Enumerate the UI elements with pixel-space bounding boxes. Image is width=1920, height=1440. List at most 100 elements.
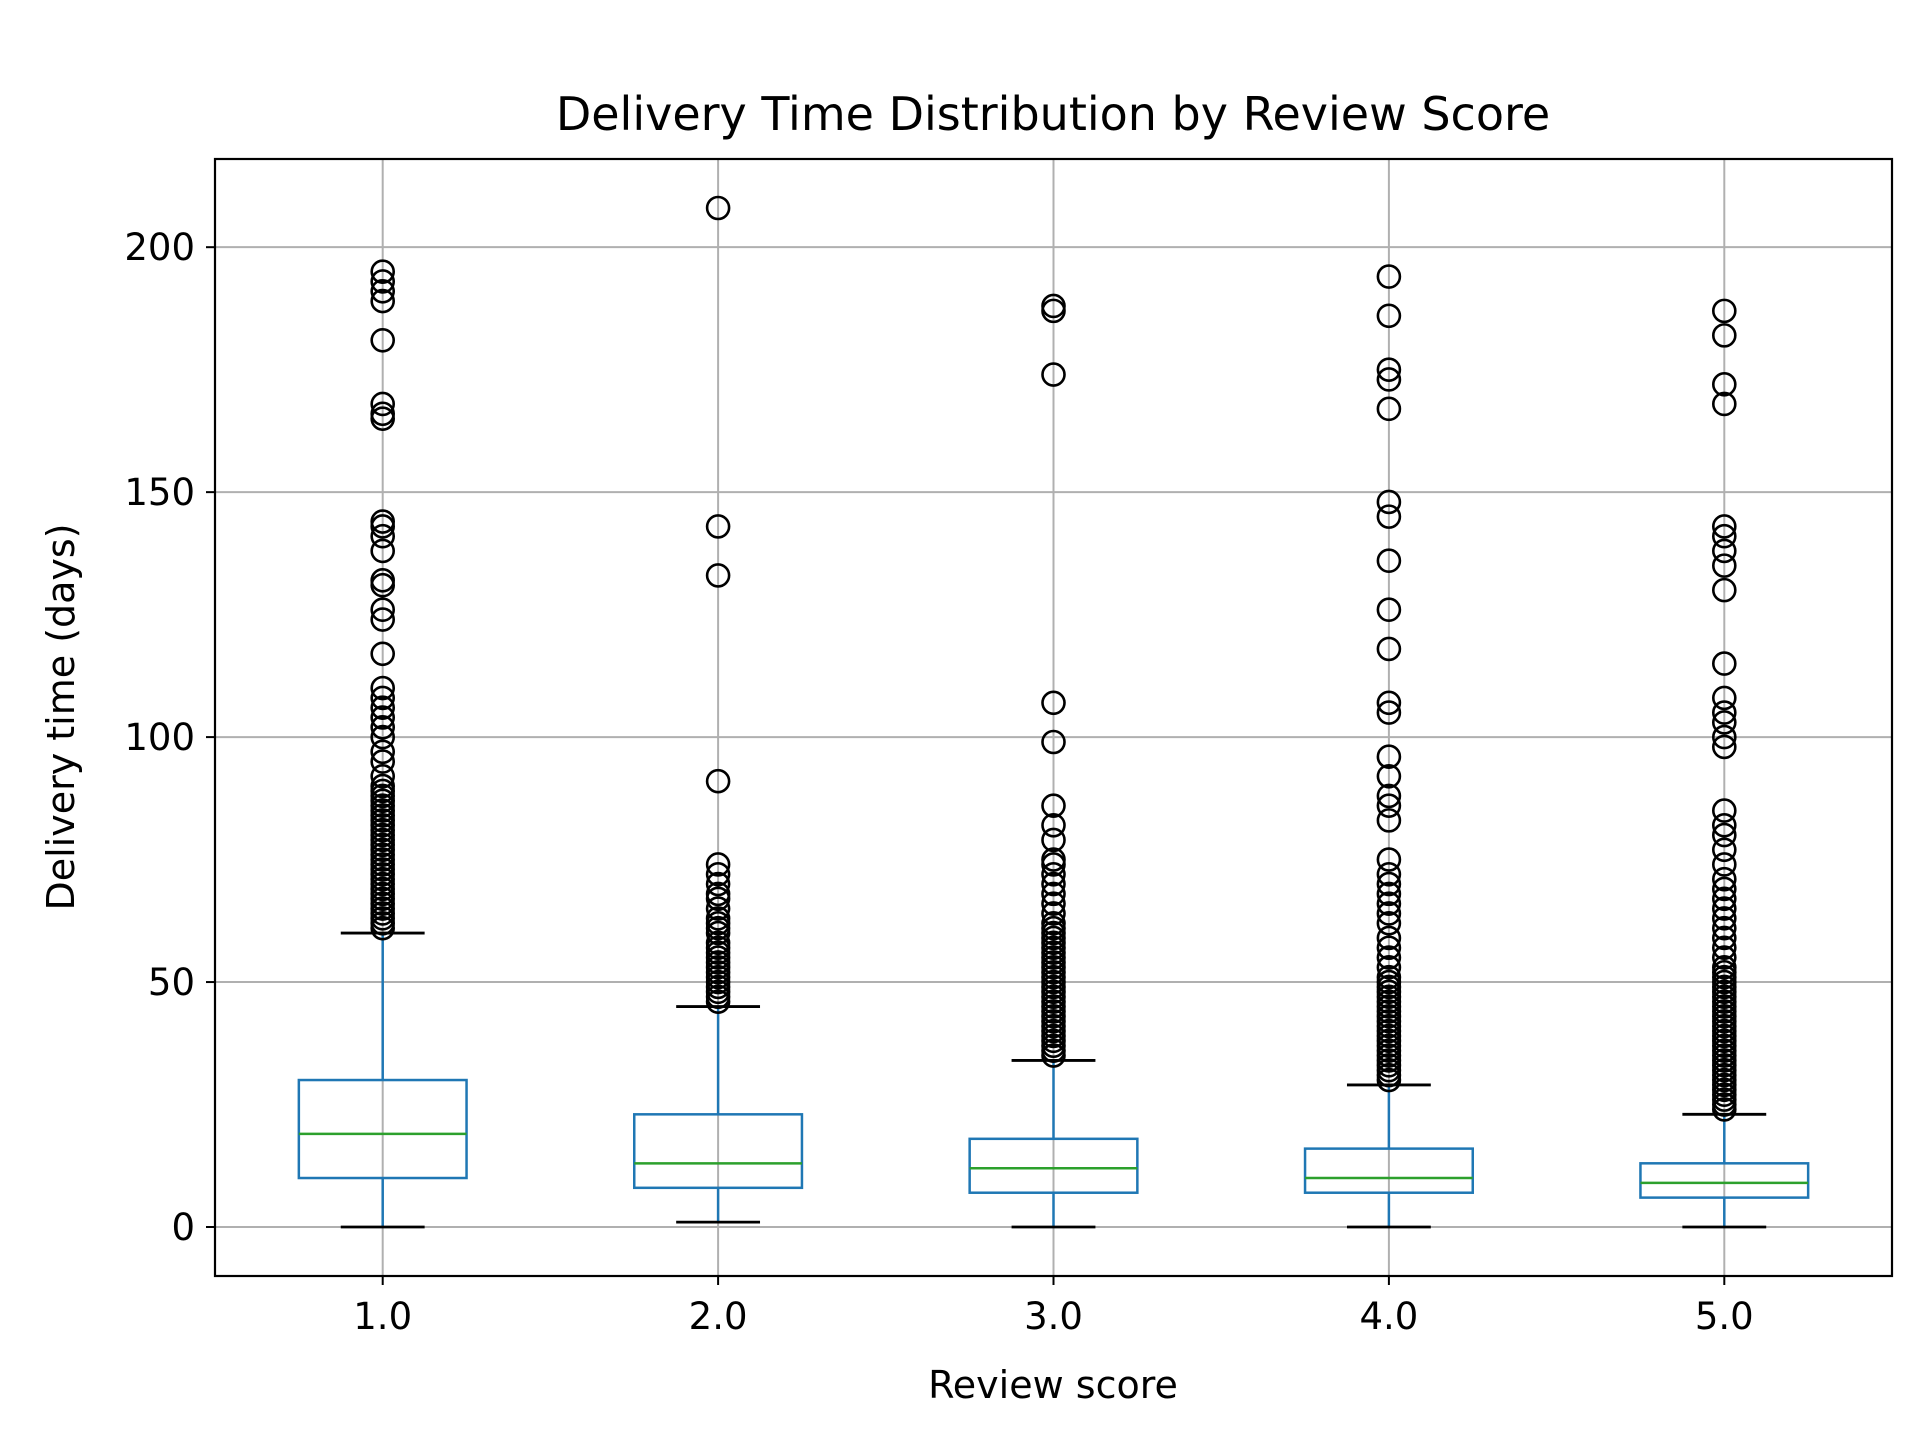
iqr-box — [1303, 1147, 1475, 1194]
outlier-point — [705, 906, 731, 931]
outlier-point — [370, 685, 396, 711]
outlier-point — [370, 695, 396, 721]
outlier-point — [1712, 837, 1737, 863]
x-tick-label: 4.0 — [1359, 1295, 1418, 1338]
outlier-point — [1376, 504, 1402, 529]
outlier-point — [370, 607, 396, 632]
outlier-point — [1712, 685, 1737, 711]
outlier-point — [1712, 298, 1737, 324]
x-tick-label: 1.0 — [353, 1295, 412, 1338]
outlier-point — [1376, 264, 1402, 289]
outlier-point — [1041, 891, 1066, 916]
chart-title: Delivery Time Distribution by Review Sco… — [556, 87, 1550, 141]
outlier-point — [1712, 866, 1737, 892]
outlier-point — [1712, 886, 1737, 912]
outlier-point — [370, 773, 396, 799]
outlier-point — [1712, 577, 1737, 603]
outlier-point — [1376, 690, 1402, 716]
outlier-point — [1041, 293, 1066, 319]
outlier-point — [1376, 847, 1402, 872]
outlier-point — [1712, 798, 1737, 823]
outlier-point — [1376, 861, 1402, 887]
outlier-point — [370, 739, 396, 765]
outlier-point — [370, 327, 396, 353]
outlier-point — [1376, 910, 1402, 936]
outlier-point — [1041, 901, 1066, 926]
outlier-point — [1712, 734, 1737, 760]
outlier-point — [1376, 964, 1402, 990]
outlier-point — [1376, 597, 1402, 623]
outlier-point — [1712, 852, 1737, 877]
outlier-point — [370, 288, 396, 314]
outlier-point — [370, 278, 396, 304]
x-tick-label: 2.0 — [689, 1295, 748, 1338]
outlier-point — [1376, 881, 1402, 907]
outlier-point — [370, 509, 396, 534]
outlier-point — [1041, 827, 1066, 853]
outlier-point — [1712, 391, 1737, 417]
outlier-point — [705, 514, 731, 539]
outlier-point — [370, 401, 396, 427]
x-tick-label: 5.0 — [1695, 1295, 1754, 1338]
outlier-point — [370, 749, 396, 774]
outlier-point — [1041, 871, 1066, 897]
y-tick-label: 150 — [124, 471, 195, 514]
outlier-point — [1712, 372, 1737, 397]
outlier-point — [1041, 847, 1066, 872]
outlier-point — [1376, 636, 1402, 662]
outlier-point — [1041, 881, 1066, 907]
outlier-point — [705, 852, 731, 877]
outlier-point — [1712, 700, 1737, 725]
outlier-point — [1376, 744, 1402, 769]
outlier-point — [705, 563, 731, 588]
outlier-point — [1712, 724, 1737, 750]
outlier-point — [370, 597, 396, 623]
outlier-point — [370, 675, 396, 701]
outlier-point — [705, 861, 731, 887]
box-group — [1303, 1083, 1475, 1229]
outlier-point — [1712, 523, 1737, 549]
outlier-point — [1041, 729, 1066, 755]
y-tick-label: 0 — [171, 1206, 195, 1249]
outlier-point — [1376, 763, 1402, 789]
y-tick-label: 100 — [124, 716, 195, 759]
outlier-point — [1712, 925, 1737, 951]
outlier-point — [1376, 793, 1402, 818]
outlier-point — [1712, 935, 1737, 961]
outlier-point — [705, 195, 731, 221]
outlier-point — [370, 641, 396, 667]
outlier-point — [370, 523, 396, 549]
outlier-point — [705, 881, 731, 907]
outlier-point — [1712, 822, 1737, 848]
outlier-point — [1376, 871, 1402, 897]
x-axis-ticks: 1.0 2.0 3.0 4.0 5.0 — [353, 1276, 1754, 1338]
outlier-point — [1712, 651, 1737, 676]
outlier-point — [1712, 514, 1737, 539]
outlier-point — [705, 768, 731, 794]
outlier-point — [1041, 910, 1066, 936]
outlier-point — [370, 763, 396, 789]
iqr-box — [1639, 1162, 1810, 1199]
outlier-point — [1376, 783, 1402, 809]
outlier-point — [1376, 901, 1402, 926]
outlier-point — [1376, 955, 1402, 980]
outlier-point — [1712, 945, 1737, 970]
outlier-point — [1041, 812, 1066, 838]
outlier-point — [370, 259, 396, 284]
outlier-points — [370, 195, 1737, 1122]
outlier-point — [1041, 793, 1066, 818]
x-tick-label: 3.0 — [1024, 1295, 1083, 1338]
outlier-point — [1712, 915, 1737, 941]
outlier-point — [1376, 396, 1402, 422]
outlier-point — [1376, 945, 1402, 970]
outlier-point — [1712, 710, 1737, 735]
outlier-point — [1376, 303, 1402, 329]
outlier-point — [370, 705, 396, 730]
outlier-point — [1041, 861, 1066, 887]
outlier-point — [1376, 489, 1402, 515]
outlier-point — [370, 538, 396, 564]
outlier-point — [1376, 891, 1402, 916]
iqr-box — [633, 1113, 804, 1190]
